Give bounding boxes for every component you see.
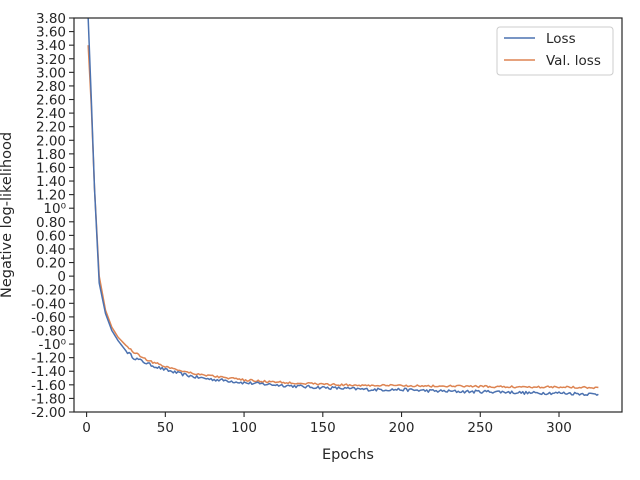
x-tick-label: 150 xyxy=(310,420,336,436)
y-tick-label: 2.40 xyxy=(36,106,66,122)
y-tick-label: 3.80 xyxy=(36,11,66,27)
x-tick-label: 0 xyxy=(82,420,91,436)
legend-label-val-loss: Val. loss xyxy=(546,53,601,69)
y-tick-label: 2.60 xyxy=(36,93,66,109)
y-tick-label: 2.20 xyxy=(36,120,66,136)
y-tick-label: 0.40 xyxy=(36,242,66,258)
legend: Loss Val. loss xyxy=(496,26,614,76)
y-tick-label: 3.00 xyxy=(36,65,66,81)
series-line-loss xyxy=(87,17,599,397)
plot-background xyxy=(74,18,622,412)
y-tick-label: 0.60 xyxy=(36,228,66,244)
y-tick-label: -10⁰ xyxy=(39,337,66,353)
y-tick-label: -0.20 xyxy=(31,283,66,299)
y-ticks: -2.00-1.80-1.60-1.40-1.20-10⁰-0.80-0.60-… xyxy=(31,11,74,421)
y-tick-label: -1.80 xyxy=(31,391,66,407)
y-tick-label: 0.20 xyxy=(36,256,66,272)
legend-label-loss: Loss xyxy=(546,31,576,47)
x-tick-label: 300 xyxy=(546,420,572,436)
y-tick-label: -1.60 xyxy=(31,378,66,394)
y-tick-label: 1.40 xyxy=(36,174,66,190)
lines-layer xyxy=(87,17,599,397)
plot-frame xyxy=(73,17,623,413)
y-tick-label: -2.00 xyxy=(31,405,66,421)
x-ticks: 0 50 100 150 200 250 300 xyxy=(82,412,572,436)
y-tick-label: 0.80 xyxy=(36,215,66,231)
y-tick-label: 2.80 xyxy=(36,79,66,95)
x-tick-label: 200 xyxy=(389,420,415,436)
y-tick-label: 3.20 xyxy=(36,52,66,68)
y-tick-label: 3.40 xyxy=(36,38,66,54)
x-tick-label: 250 xyxy=(467,420,493,436)
y-tick-label: -0.80 xyxy=(31,323,66,339)
x-tick-label: 50 xyxy=(157,420,174,436)
y-tick-label: 1.60 xyxy=(36,160,66,176)
y-tick-label: -1.40 xyxy=(31,364,66,380)
y-tick-label: 2.00 xyxy=(36,133,66,149)
y-tick-label: 0 xyxy=(57,269,66,285)
y-tick-label: 10⁰ xyxy=(43,201,66,217)
y-tick-label: 1.80 xyxy=(36,147,66,163)
x-axis-label: Epochs xyxy=(322,447,374,463)
x-tick-label: 100 xyxy=(231,420,257,436)
y-tick-label: -0.60 xyxy=(31,310,66,326)
y-tick-label: 3.60 xyxy=(36,25,66,41)
y-tick-label: -0.40 xyxy=(31,296,66,312)
series-line-val-loss xyxy=(87,45,599,390)
y-tick-label: -1.20 xyxy=(31,351,66,367)
legend-box xyxy=(496,26,614,76)
y-tick-label: 1.20 xyxy=(36,188,66,204)
y-axis-label: Negative log-likelihood xyxy=(0,132,15,298)
